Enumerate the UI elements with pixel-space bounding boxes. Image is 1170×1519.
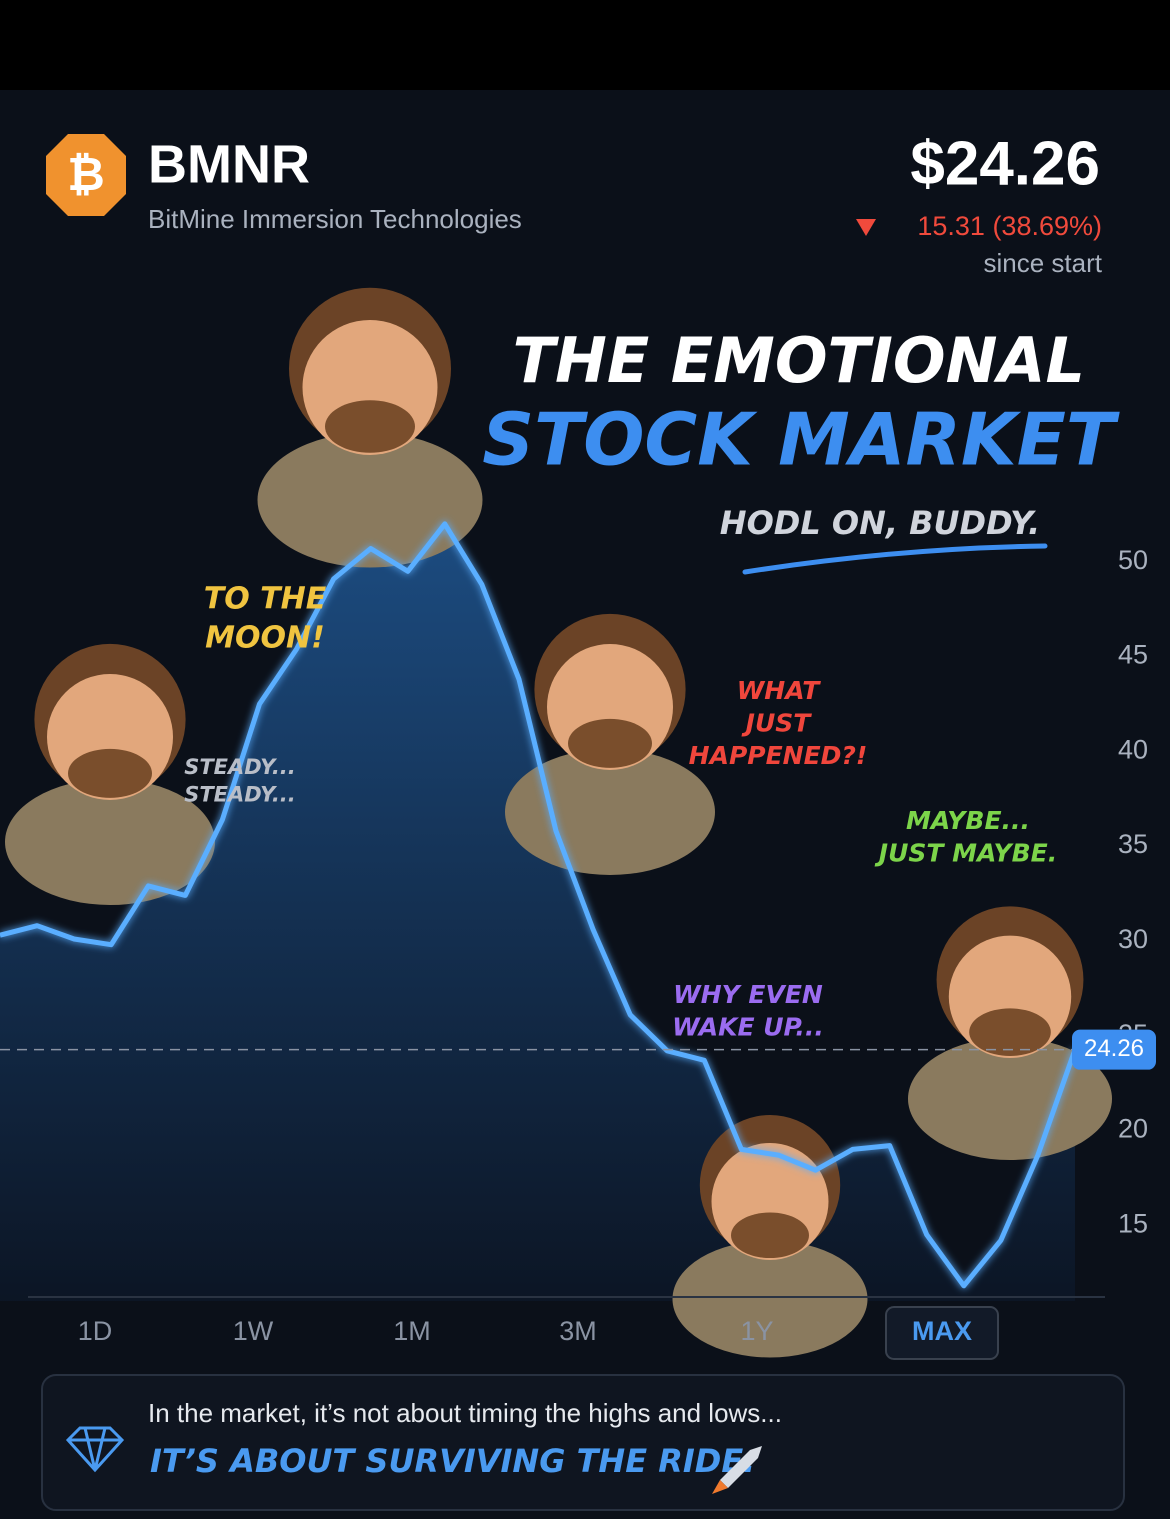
annotation: WHY EVEN — [673, 980, 823, 1009]
illustration-beard — [731, 1212, 809, 1259]
footer-line: IT’S ABOUT SURVIVING THE RIDE. — [150, 1442, 755, 1480]
ticker: BMNR — [148, 134, 310, 194]
footer-card — [41, 1374, 1125, 1511]
y-tick-label: 40 — [1118, 734, 1148, 764]
range-button[interactable]: 1Y — [740, 1316, 773, 1346]
change-caption: since start — [984, 248, 1103, 278]
illustration-beard — [969, 1008, 1051, 1056]
range-button[interactable]: 3M — [559, 1316, 597, 1346]
rocket-flame — [712, 1480, 728, 1494]
y-tick-label: 15 — [1118, 1208, 1148, 1238]
last-value-label: 24.26 — [1084, 1035, 1144, 1062]
y-tick-label: 20 — [1118, 1114, 1148, 1144]
annotation: WHAT — [737, 676, 821, 705]
y-tick-label: 35 — [1118, 829, 1148, 859]
illustration-beard — [568, 718, 652, 768]
logo-symbol: ₿ — [67, 148, 105, 200]
underline — [742, 543, 1048, 575]
range-button[interactable]: MAX — [912, 1316, 972, 1346]
range-button[interactable]: 1M — [393, 1316, 431, 1346]
annotation: WAKE UP... — [672, 1013, 824, 1042]
area — [0, 523, 1075, 1301]
range-selected-box — [885, 1306, 999, 1360]
chart-title: STOCK MARKET — [482, 398, 1120, 482]
chart-title: THE EMOTIONAL — [513, 324, 1085, 397]
y-tick-label: 30 — [1118, 924, 1148, 954]
chart-subtitle: HODL ON, BUDDY. — [720, 504, 1040, 542]
range-button[interactable]: 1W — [233, 1316, 274, 1346]
y-tick-label: 50 — [1118, 545, 1148, 575]
annotation: TO THE — [204, 582, 327, 617]
range-button[interactable]: 1D — [78, 1316, 113, 1346]
y-tick-label: 45 — [1118, 640, 1148, 670]
line — [0, 521, 1078, 1289]
last-value-badge — [1072, 1029, 1156, 1070]
plot: 152025303540455024.26STEADY...STEADY...T… — [0, 287, 1156, 1360]
annotation: JUST — [741, 709, 813, 738]
illustration-sweater — [908, 1037, 1112, 1161]
company: BitMine Immersion Technologies — [148, 204, 522, 234]
annotation: JUST MAYBE. — [874, 839, 1057, 868]
annotation: MOON! — [205, 621, 325, 656]
price: $24.26 — [910, 129, 1100, 198]
illustration-beard — [68, 748, 152, 798]
annotation: HAPPENED?! — [689, 741, 868, 770]
diamond-icon — [65, 1426, 125, 1473]
illustration-beard — [325, 400, 415, 453]
down-arrow — [856, 219, 876, 236]
annotation: STEADY... — [184, 782, 296, 806]
annotation: STEADY... — [184, 755, 296, 779]
illustration-sweater — [505, 749, 715, 875]
illustration-sweater — [672, 1240, 868, 1358]
footer-line: In the market, it’s not about timing the… — [148, 1398, 782, 1428]
illustration-sweater — [257, 432, 483, 568]
change: 15.31 (38.69%) — [917, 211, 1102, 241]
status-bar — [0, 0, 1170, 90]
logo — [46, 134, 126, 216]
rocket-icon — [720, 1446, 762, 1488]
illustration-sweater — [5, 779, 215, 905]
annotation: MAYBE... — [906, 806, 1030, 835]
